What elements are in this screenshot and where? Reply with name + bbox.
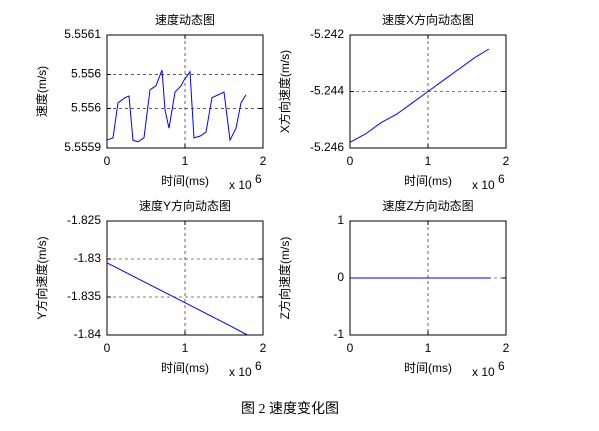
x-tick-label: 0	[104, 154, 111, 168]
x-scale-label: x 10	[229, 178, 252, 192]
y-tick-label: -1.835	[67, 289, 101, 303]
data-line	[106, 262, 248, 336]
x-tick-label: 2	[260, 154, 267, 168]
y-tick-label: -5.242	[310, 27, 344, 41]
x-axis-label: 时间(ms)	[404, 361, 452, 375]
y-tick-label: 5.5559	[64, 140, 101, 154]
y-tick-label: 1	[337, 213, 344, 227]
y-tick-label: 5.5561	[64, 27, 101, 41]
y-tick-label: -5.246	[310, 140, 344, 154]
y-tick-label: -1.83	[74, 251, 102, 265]
y-tick-label: -1.825	[67, 213, 101, 227]
caption: 图 2 速度变化图	[241, 401, 339, 417]
subplot-title: 速度动态图	[155, 12, 215, 27]
x-scale-exponent: 6	[498, 172, 505, 186]
x-scale-label: x 10	[472, 178, 495, 192]
x-tick-label: 0	[347, 341, 354, 355]
x-tick-label: 1	[425, 341, 432, 355]
subplot-title: 速度Z方向动态图	[382, 198, 473, 213]
y-tick-label: -1	[333, 327, 344, 341]
x-tick-label: 1	[182, 154, 189, 168]
x-scale-exponent: 6	[255, 359, 262, 373]
subplot-title: 速度Y方向动态图	[139, 198, 231, 213]
x-scale-exponent: 6	[255, 172, 262, 186]
axes-frame	[349, 34, 507, 149]
x-tick-label: 0	[347, 154, 354, 168]
y-axis-label: Y方向速度(m/s)	[34, 236, 49, 319]
x-scale-label: x 10	[472, 365, 495, 379]
x-scale-label: x 10	[229, 365, 252, 379]
x-tick-label: 2	[503, 341, 510, 355]
x-tick-label: 0	[104, 341, 111, 355]
x-tick-label: 2	[503, 154, 510, 168]
x-scale-exponent: 6	[498, 359, 505, 373]
axes-frame	[349, 220, 507, 336]
y-axis-label: X方向速度(m/s)	[277, 50, 292, 133]
y-tick-label: 5.556	[71, 101, 101, 115]
y-tick-label: 0	[337, 270, 344, 284]
y-tick-label: -5.244	[310, 84, 344, 98]
x-tick-label: 1	[425, 154, 432, 168]
data-line	[349, 48, 490, 143]
y-axis-label: 速度(m/s)	[34, 66, 49, 117]
x-tick-label: 2	[260, 341, 267, 355]
x-axis-label: 时间(ms)	[404, 174, 452, 188]
data-line	[106, 69, 247, 143]
y-axis-label: Z方向速度(m/s)	[277, 237, 292, 320]
x-axis-label: 时间(ms)	[161, 361, 209, 375]
axes-frame	[106, 220, 264, 336]
y-tick-label: 5.556	[71, 67, 101, 81]
x-axis-label: 时间(ms)	[161, 174, 209, 188]
y-tick-label: -1.84	[74, 327, 102, 341]
x-tick-label: 1	[182, 341, 189, 355]
axes-frame	[106, 34, 264, 149]
subplot-title: 速度X方向动态图	[382, 12, 474, 27]
